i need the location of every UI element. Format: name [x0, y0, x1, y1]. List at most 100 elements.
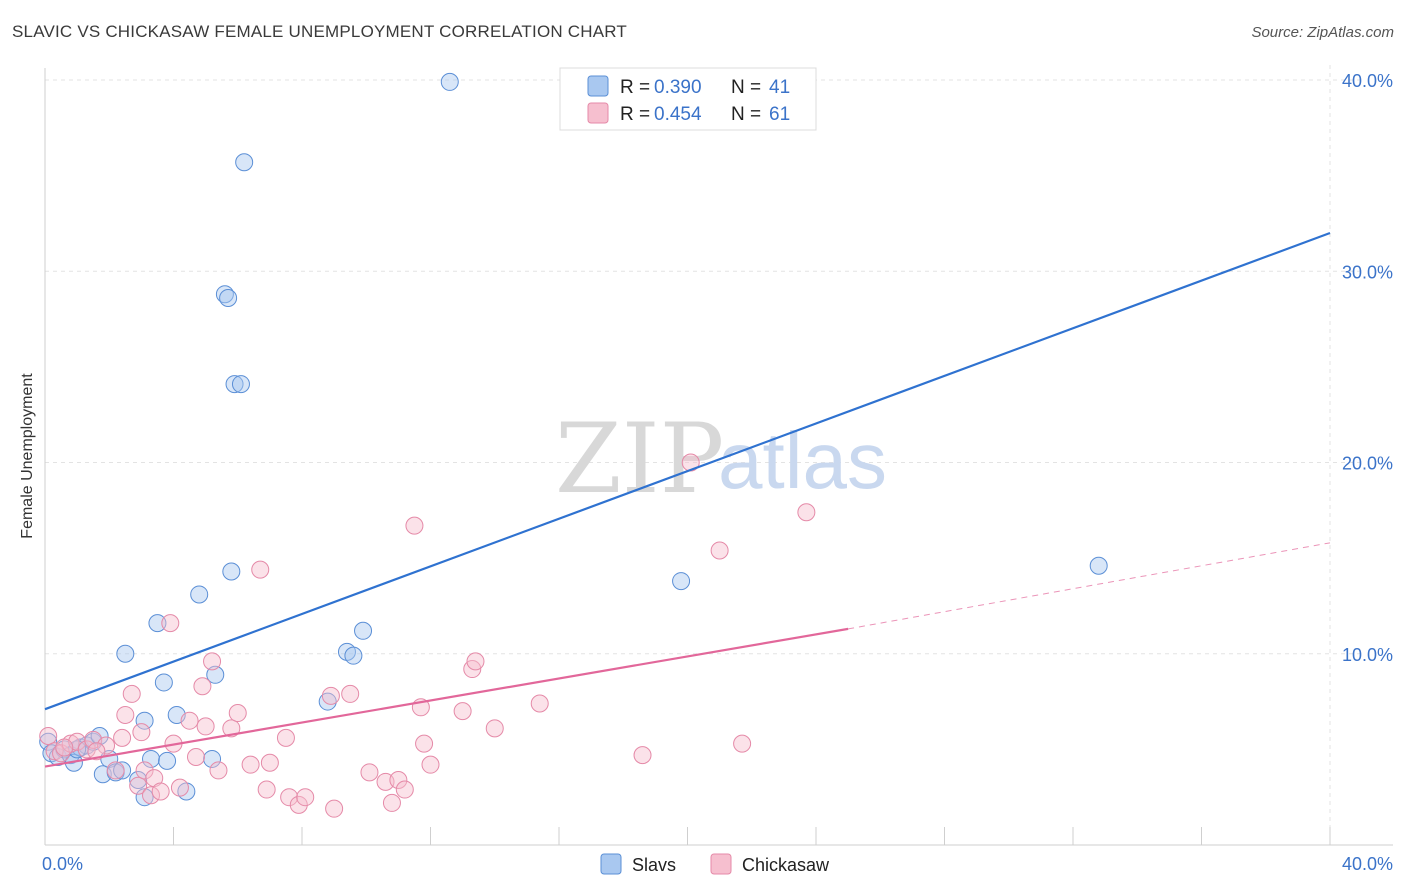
watermark: ZIP atlas — [555, 403, 887, 515]
chickasaw-point — [530, 694, 549, 713]
chickasaw-point — [122, 684, 141, 703]
chickasaw-point — [395, 780, 414, 799]
slavs-point — [206, 665, 225, 684]
chickasaw-point — [325, 799, 344, 818]
chickasaw-point — [180, 711, 199, 730]
x-tick-label-min: 0.0% — [42, 854, 83, 874]
chickasaw-point — [389, 770, 408, 789]
slavs-point — [154, 673, 173, 692]
chickasaw-point — [196, 717, 215, 736]
legend-slavs-r-label: R = — [620, 77, 650, 98]
watermark-zip-text: ZIP — [555, 403, 724, 515]
chickasaw-point — [113, 728, 132, 747]
axes — [44, 68, 1393, 846]
chickasaw-point — [106, 761, 125, 780]
chickasaw-trend-extension — [848, 542, 1331, 630]
tick-labels: 10.0% 20.0% 30.0% 40.0% 0.0% 40.0% — [42, 71, 1393, 874]
chickasaw-point — [55, 738, 74, 757]
y-tick-label: 10.0% — [1342, 645, 1393, 665]
chickasaw-point — [151, 782, 170, 801]
slavs-point — [148, 614, 167, 633]
legend-slavs-swatch — [587, 75, 609, 97]
legend-chickasaw-r-value: 0.454 — [654, 104, 702, 125]
chickasaw-point — [132, 723, 151, 742]
chickasaw-point — [257, 780, 276, 799]
chickasaw-point — [453, 702, 472, 721]
bottom-legend-slavs-label: Slavs — [632, 855, 676, 875]
slavs-point — [39, 732, 58, 751]
slavs-point — [318, 692, 337, 711]
slavs-point — [219, 289, 238, 308]
chickasaw-point — [52, 744, 71, 763]
chickasaw-point — [161, 614, 180, 633]
chickasaw-point — [170, 778, 189, 797]
chickasaw-point — [341, 684, 360, 703]
chickasaw-point — [193, 677, 212, 696]
chickasaw-point — [276, 728, 295, 747]
slavs-point — [116, 644, 135, 663]
slavs-point — [135, 711, 154, 730]
chickasaw-point — [280, 788, 299, 807]
chickasaw-trend-line — [44, 627, 849, 768]
chickasaw-point — [87, 742, 106, 761]
legend-chickasaw-swatch — [587, 102, 609, 124]
bottom-legend: Slavs Chickasaw — [600, 853, 830, 875]
chickasaw-point — [733, 734, 752, 753]
chickasaw-point — [321, 686, 340, 705]
y-tick-label: 30.0% — [1342, 262, 1393, 282]
chickasaw-point — [135, 761, 154, 780]
slavs-point — [672, 572, 691, 591]
chickasaw-point — [485, 719, 504, 738]
legend-slavs-r-value: 0.390 — [654, 77, 702, 98]
chickasaw-point — [260, 753, 279, 772]
chickasaw-point — [251, 560, 270, 579]
chickasaw-point — [142, 786, 161, 805]
chickasaw-point — [222, 719, 241, 738]
chart-title: SLAVIC VS CHICKASAW FEMALE UNEMPLOYMENT … — [12, 22, 628, 41]
source-label: Source: ZipAtlas.com — [1251, 24, 1394, 41]
slavs-point — [235, 153, 254, 172]
slavs-point — [113, 761, 132, 780]
chickasaw-point — [360, 763, 379, 782]
chickasaw-point — [116, 705, 135, 724]
chickasaw-point — [186, 748, 205, 767]
slavs-point — [190, 585, 209, 604]
chickasaw-point — [382, 793, 401, 812]
slavs-point — [354, 621, 373, 640]
chickasaw-point — [421, 755, 440, 774]
chickasaw-point — [415, 734, 434, 753]
slavs-point — [222, 562, 241, 581]
slavs-trend-line — [44, 231, 1331, 711]
legend-chickasaw-r-label: R = — [620, 104, 650, 125]
bottom-legend-chickasaw-label: Chickasaw — [742, 855, 830, 875]
legend-box: R = 0.390 N = 41 R = 0.454 N = 61 — [559, 67, 817, 131]
slavs-point — [344, 646, 363, 665]
slavs-point — [231, 375, 250, 394]
y-tick-label: 20.0% — [1342, 454, 1393, 474]
legend-chickasaw-n-value: 61 — [769, 104, 790, 125]
slavs-point — [1089, 556, 1108, 575]
x-tick-label-max: 40.0% — [1342, 854, 1393, 874]
chickasaw-point — [633, 746, 652, 765]
legend-slavs-n-label: N = — [731, 77, 761, 98]
data-points — [39, 72, 1108, 818]
bottom-legend-chickasaw-swatch — [710, 853, 732, 875]
chickasaw-point — [466, 652, 485, 671]
chickasaw-point — [405, 516, 424, 535]
slavs-point — [158, 751, 177, 770]
chickasaw-point — [797, 503, 816, 522]
chickasaw-point — [97, 736, 116, 755]
trend-lines — [44, 231, 1331, 768]
slavs-point — [203, 749, 222, 768]
watermark-atlas-text: atlas — [718, 416, 887, 505]
bottom-legend-slavs-swatch — [600, 853, 622, 875]
chickasaw-point — [45, 742, 64, 761]
slavs-point — [129, 770, 148, 789]
chickasaw-point — [39, 726, 58, 745]
slavs-point — [440, 72, 459, 91]
legend-chickasaw-n-label: N = — [731, 104, 761, 125]
slavs-point — [142, 749, 161, 768]
y-tick-label: 40.0% — [1342, 71, 1393, 91]
chickasaw-point — [710, 541, 729, 560]
